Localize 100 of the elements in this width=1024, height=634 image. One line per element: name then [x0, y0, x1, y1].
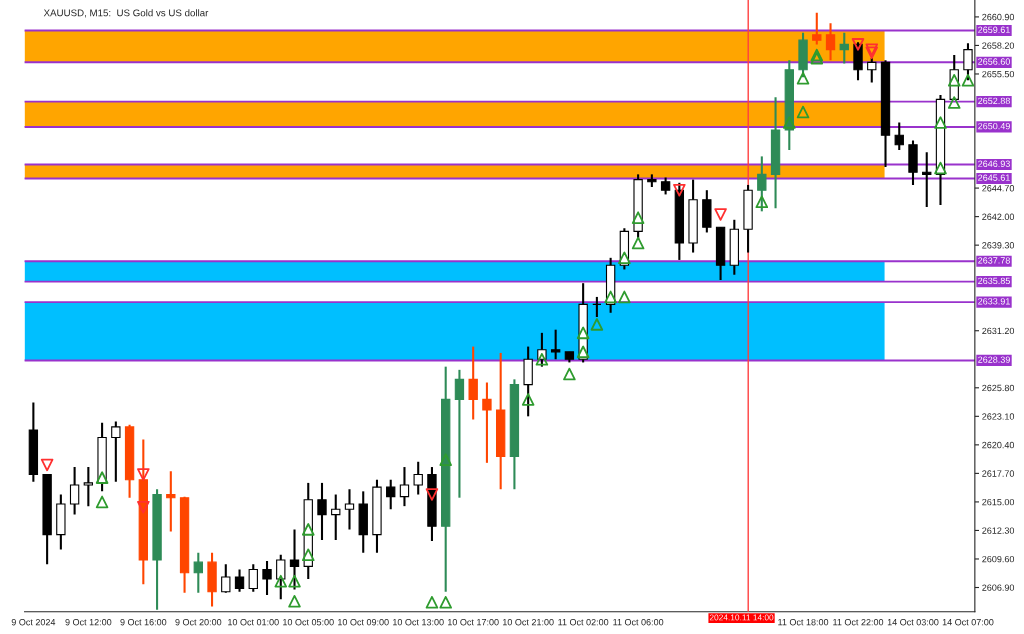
point: [947, 96, 961, 109]
point: [783, 116, 796, 129]
candlestick: [221, 563, 231, 594]
candlestick: [386, 478, 396, 511]
point: [865, 43, 879, 56]
candlestick: [757, 155, 767, 213]
point: [274, 574, 288, 588]
ref-line-label: 2633.91: [978, 298, 1010, 305]
x-tick-label: 11 Oct 02:00: [558, 618, 609, 626]
x-tick-label: 11 Oct 06:00: [613, 618, 664, 626]
point: [934, 116, 947, 129]
candlestick: [331, 493, 341, 541]
x-tick-label: 10 Oct 13:00: [393, 618, 444, 626]
x-tick-label: 11 Oct 22:00: [833, 618, 884, 626]
y-tick-label: 2625.80: [982, 384, 1015, 392]
candlestick: [922, 151, 932, 209]
point: [137, 468, 150, 481]
y-tick-label: 2612.30: [982, 527, 1015, 534]
point: [576, 345, 590, 359]
ref-line-label: 2646.93: [978, 160, 1010, 167]
point: [95, 495, 109, 509]
candlestick: [482, 381, 492, 464]
point: [439, 596, 452, 609]
y-tick-label: 2609.60: [982, 555, 1015, 563]
point: [563, 367, 576, 381]
y-tick-label: 2660.90: [982, 13, 1015, 21]
ref-line-label: 2656.60: [978, 58, 1010, 65]
y-tick-label: 2639.30: [982, 242, 1015, 249]
ref-line-label: 2652.88: [978, 97, 1010, 105]
point: [288, 574, 301, 588]
candlestick: [276, 553, 286, 601]
y-tick-label: 2620.40: [982, 441, 1015, 449]
y-tick-label: 2617.70: [982, 470, 1015, 477]
x-tick-label: 10 Oct 01:00: [228, 618, 279, 626]
y-tick-label: 2623.10: [982, 413, 1015, 420]
x-tick-label: 14 Oct 03:00: [887, 618, 939, 626]
candlestick: [413, 460, 423, 496]
candlestick: [234, 568, 245, 593]
candlestick: [550, 328, 561, 361]
point: [576, 326, 590, 340]
point: [714, 208, 727, 221]
y-tick-label: 2606.90: [982, 584, 1015, 591]
point: [137, 500, 150, 514]
candlestick: [344, 488, 355, 531]
y-tick-label: 2655.50: [982, 70, 1015, 78]
point: [521, 393, 535, 406]
x-tick-label: 9 Oct 16:00: [120, 618, 167, 626]
ref-line-label: 2635.85: [978, 277, 1010, 285]
point: [961, 74, 975, 87]
candlestick: [825, 22, 836, 62]
point: [95, 471, 109, 484]
candlestick: [262, 560, 272, 596]
point: [618, 290, 631, 304]
ref-line-label: 2628.39: [978, 356, 1010, 363]
y-tick-label: 2642.00: [982, 213, 1015, 220]
candlestick: [289, 528, 300, 591]
point: [40, 458, 54, 472]
point: [796, 71, 810, 85]
ref-line-label: 2659.61: [978, 26, 1010, 33]
point: [631, 236, 645, 250]
x-tick-label: 9 Oct 20:00: [175, 618, 222, 626]
candlestick: [69, 466, 80, 516]
point: [673, 183, 686, 197]
y-tick-label: 2644.70: [982, 185, 1015, 192]
x-tick-label: 11 Oct 18:00: [778, 618, 829, 626]
point: [796, 105, 810, 119]
y-tick-label: 2631.20: [982, 327, 1015, 335]
candlestick: [83, 466, 94, 508]
candlestick: [193, 551, 203, 594]
candlestick: [317, 481, 327, 541]
x-tick-label: 10 Oct 17:00: [448, 618, 499, 626]
x-tick-label: 10 Oct 21:00: [503, 618, 554, 626]
text: 2024.10.11 14:00: [709, 614, 774, 621]
candlestick: [454, 368, 465, 499]
x-tick-label: 10 Oct 09:00: [338, 618, 389, 626]
candlestick: [894, 121, 904, 152]
point: [439, 453, 452, 466]
candlestick: [111, 420, 121, 483]
point: [590, 318, 604, 331]
candlestick: [468, 345, 478, 421]
point: [851, 38, 865, 51]
point: [755, 195, 769, 209]
point: [618, 251, 631, 265]
y-tick-label: 2658.20: [982, 42, 1015, 49]
point: [288, 594, 301, 608]
text: XAUUSD, M15: US Gold vs US dollar: [43, 9, 209, 18]
candlestick: [839, 31, 849, 65]
x-tick-label: 9 Oct 2024: [11, 618, 56, 626]
y-tick-label: 2615.00: [982, 498, 1015, 506]
point: [934, 161, 947, 175]
candlestick: [399, 466, 410, 508]
candlestick: [248, 563, 258, 593]
x-tick-label: 10 Oct 05:00: [283, 618, 334, 626]
candlestick: [812, 11, 822, 46]
x-tick-label: 14 Oct 07:00: [942, 618, 994, 626]
x-tick-label: 9 Oct 12:00: [65, 618, 112, 626]
point: [425, 488, 439, 501]
point: [631, 211, 645, 224]
point: [947, 74, 961, 87]
point: [604, 290, 617, 304]
